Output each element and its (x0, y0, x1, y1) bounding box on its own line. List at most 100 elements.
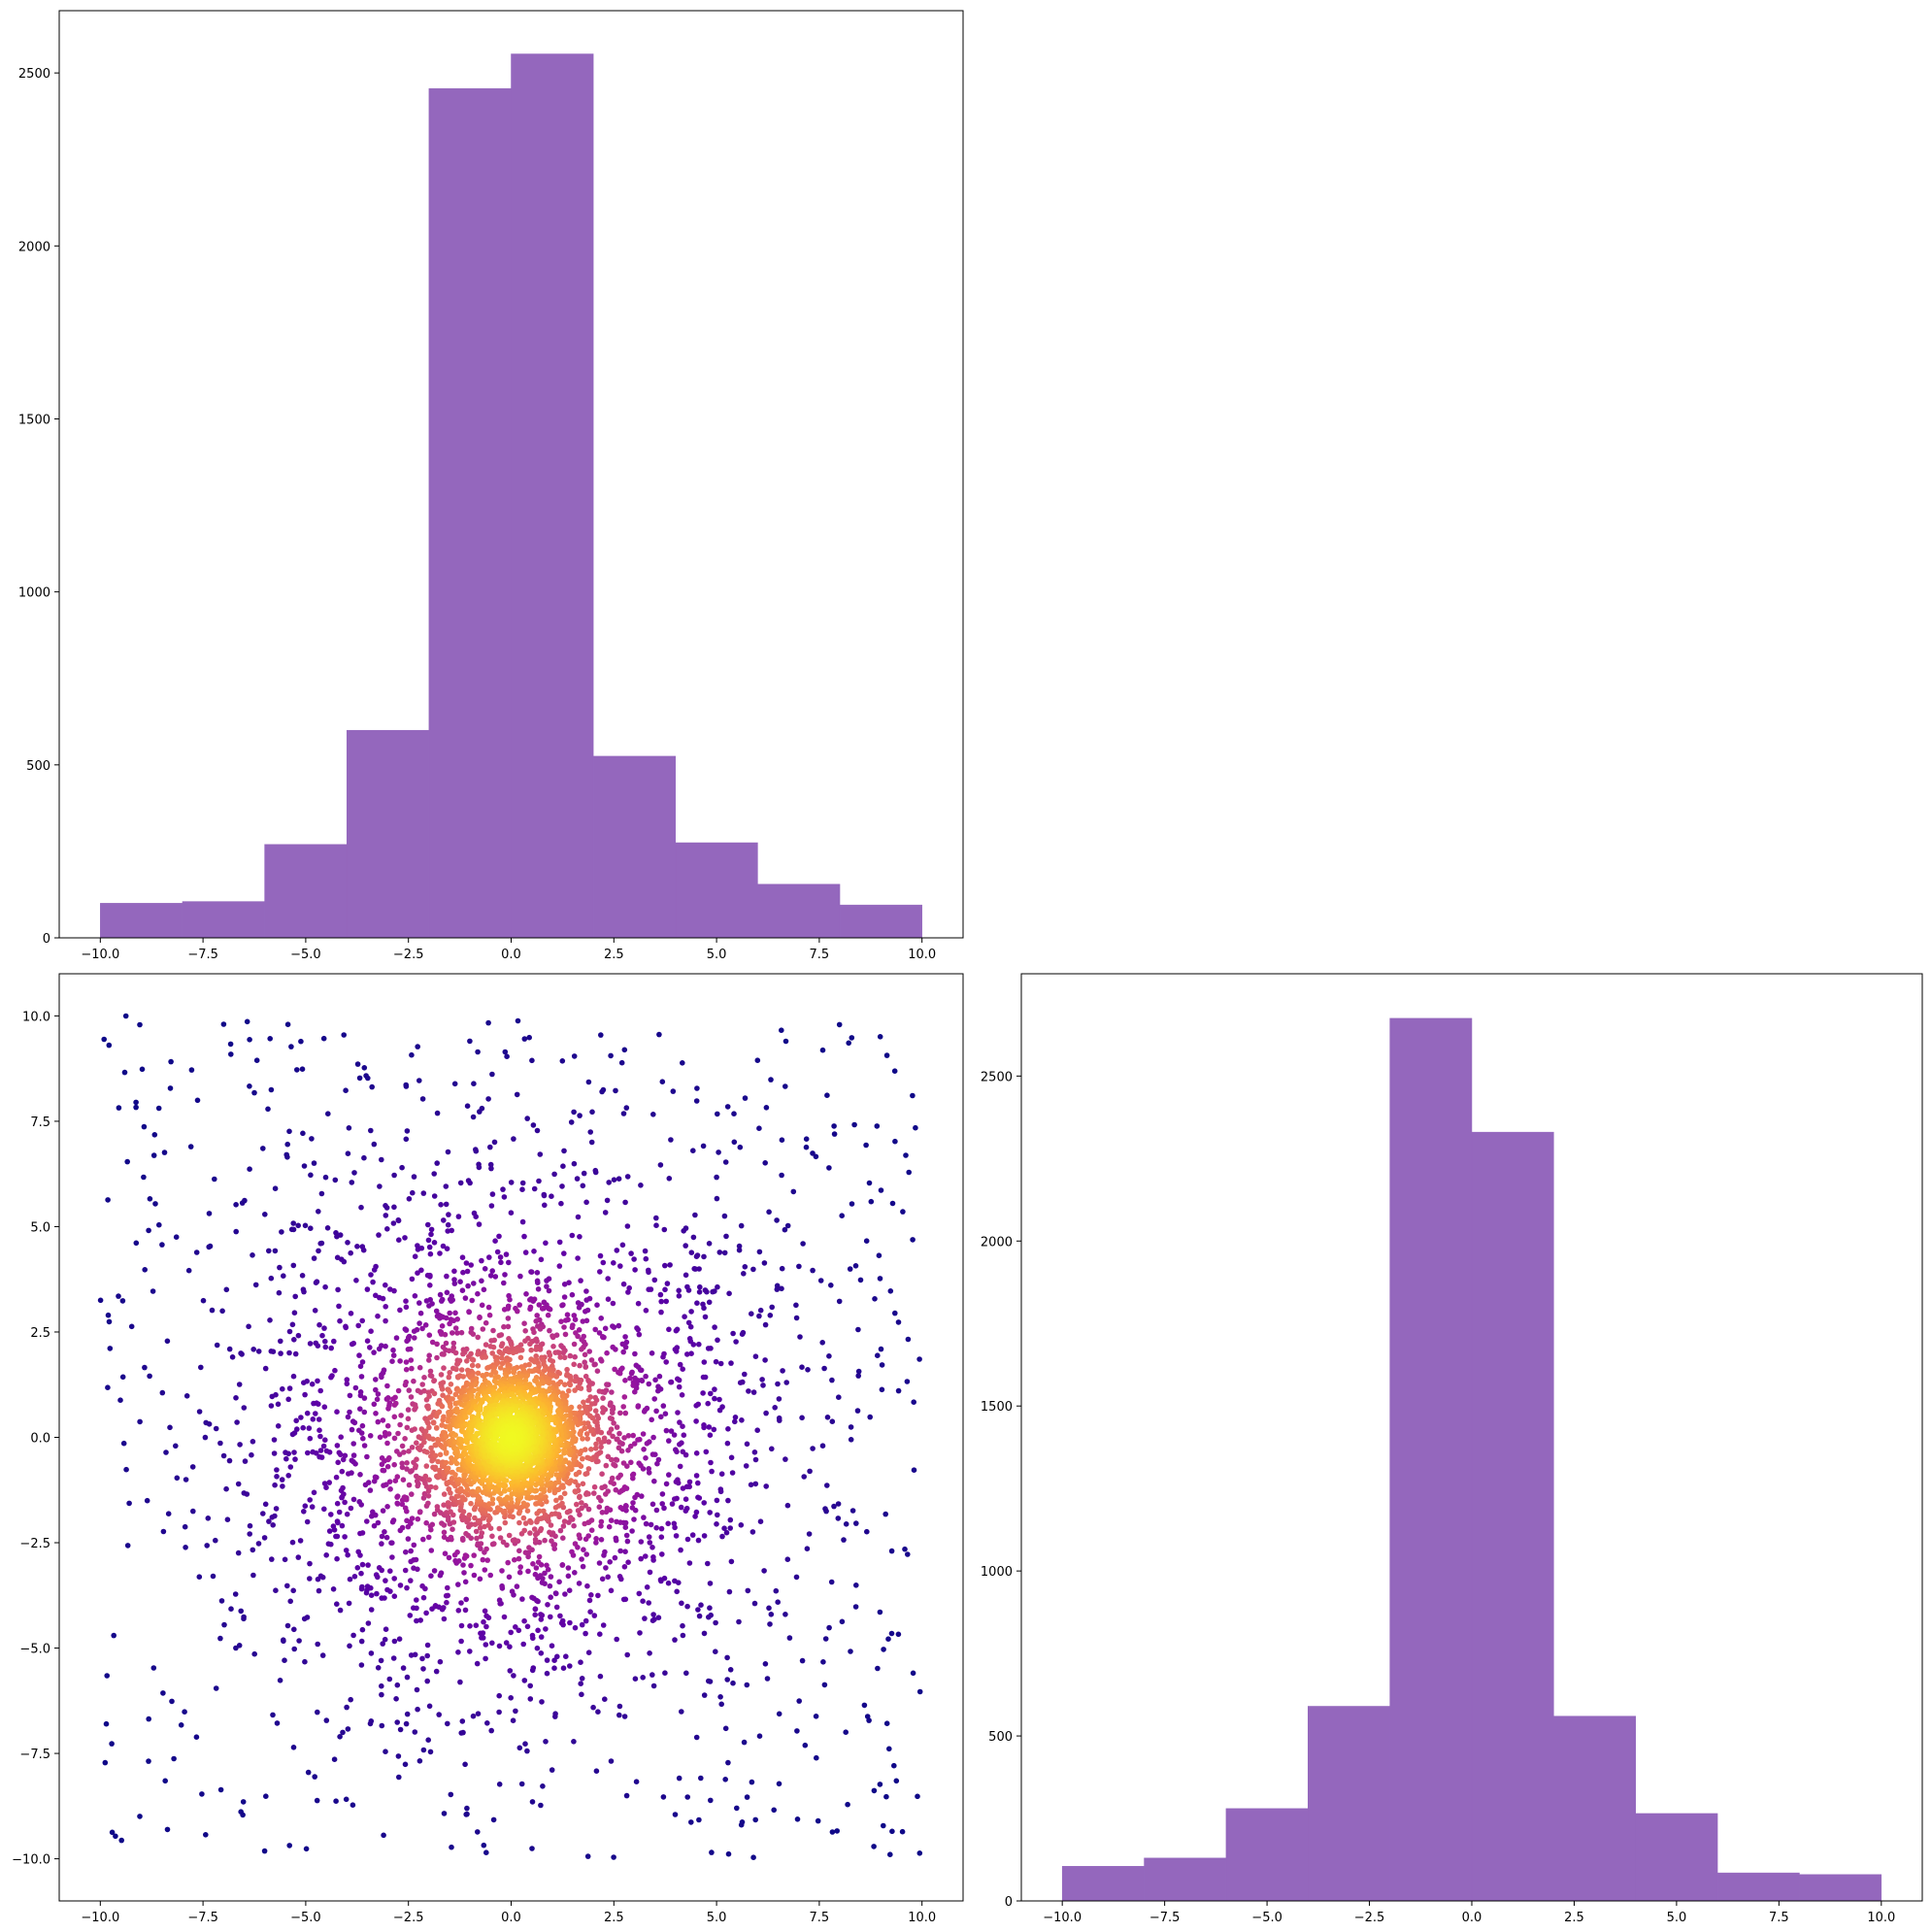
scatter-point (603, 1491, 609, 1497)
scatter-point (621, 1394, 628, 1400)
scatter-point (651, 1277, 658, 1283)
scatter-point (684, 1536, 691, 1543)
scatter-point (905, 1551, 911, 1557)
scatter-point (779, 1172, 784, 1179)
scatter-point (159, 1242, 165, 1248)
scatter-point (473, 1528, 480, 1535)
scatter-point (425, 1493, 432, 1499)
scatter-point (452, 1325, 459, 1331)
scatter-point (309, 1504, 316, 1510)
scatter-point (242, 1458, 249, 1464)
scatter-point (505, 1323, 512, 1330)
scatter-point (680, 1060, 685, 1066)
scatter-point (651, 1396, 657, 1402)
scatter-point (522, 1249, 529, 1255)
scatter-point (449, 1330, 455, 1336)
scatter-point (539, 1699, 545, 1705)
scatter-point (617, 1505, 624, 1511)
scatter-point (834, 1828, 840, 1834)
scatter-point (876, 1252, 882, 1258)
scatter-point (462, 1295, 469, 1301)
scatter-point (347, 1409, 352, 1416)
scatter-point (360, 1247, 367, 1253)
scatter-point (572, 1624, 579, 1631)
scatter-point (318, 1454, 325, 1460)
scatter-point (738, 1522, 745, 1528)
scatter-point (489, 1533, 495, 1540)
scatter-point (889, 1200, 896, 1207)
scatter-point (375, 1665, 382, 1671)
scatter-point (761, 1568, 767, 1574)
scatter-point (762, 1357, 768, 1363)
scatter-point (396, 1451, 403, 1457)
scatter-point (709, 1849, 715, 1855)
scatter-point (441, 1811, 448, 1816)
scatter-point (307, 1497, 314, 1503)
scatter-point (446, 1504, 451, 1510)
scatter-point (466, 1512, 473, 1518)
scatter-point (335, 1286, 341, 1293)
scatter-point (673, 1327, 680, 1334)
scatter-point (586, 1349, 592, 1354)
scatter-point (421, 1439, 427, 1446)
scatter-point (431, 1568, 438, 1574)
scatter-point (535, 1627, 541, 1634)
scatter-point (223, 1485, 229, 1492)
scatter-point (628, 1250, 634, 1256)
scatter-point (291, 1310, 298, 1316)
scatter-point (701, 1500, 707, 1506)
scatter-point (105, 1197, 111, 1203)
scatter-point (576, 1327, 583, 1333)
scatter-point (489, 1500, 496, 1507)
scatter-point (443, 1433, 449, 1440)
scatter-point (317, 1387, 324, 1394)
scatter-point (701, 1253, 707, 1260)
scatter-point (307, 1341, 314, 1347)
scatter-point (217, 1440, 223, 1447)
scatter-point (611, 1854, 616, 1860)
scatter-point (418, 1245, 425, 1251)
scatter-point (779, 1137, 785, 1143)
scatter-point (488, 1165, 494, 1172)
scatter-point (220, 1452, 227, 1459)
scatter-point (537, 1347, 544, 1352)
scatter-point (470, 1331, 477, 1337)
histogram-bar (346, 729, 430, 939)
scatter-point (653, 1215, 659, 1221)
scatter-point (713, 1649, 718, 1654)
scatter-point (653, 1507, 660, 1514)
scatter-point (409, 1276, 416, 1282)
scatter-point (251, 1650, 258, 1657)
scatter-point (879, 1362, 885, 1368)
scatter-point (144, 1497, 150, 1504)
scatter-point (451, 1268, 457, 1275)
scatter-point (839, 1213, 845, 1218)
scatter-point (680, 1449, 686, 1455)
scatter-point (380, 1295, 386, 1302)
scatter-point (316, 1587, 322, 1594)
scatter-point (428, 1373, 435, 1380)
scatter-point (561, 1250, 567, 1256)
scatter-point (404, 1338, 410, 1345)
scatter-point (668, 1137, 674, 1143)
scatter-point (686, 1479, 693, 1485)
scatter-point (579, 1676, 585, 1682)
scatter-point (284, 1021, 291, 1027)
scatter-point (426, 1332, 433, 1338)
scatter-point (724, 1440, 731, 1447)
scatter-point (559, 1562, 566, 1568)
scatter-point (285, 1450, 292, 1457)
scatter-point (584, 1582, 590, 1589)
scatter-point (427, 1749, 434, 1755)
scatter-point (817, 1278, 824, 1283)
scatter-point (449, 1396, 455, 1402)
scatter-point (482, 1567, 488, 1573)
scatter-point (443, 1459, 449, 1466)
scatter-point (313, 1411, 318, 1416)
scatter-point (359, 1583, 365, 1590)
scatter-point (774, 1286, 781, 1292)
scatter-point (767, 1313, 774, 1318)
scatter-point (485, 1019, 491, 1026)
scatter-point (649, 1501, 656, 1508)
scatter-point (397, 1358, 403, 1364)
